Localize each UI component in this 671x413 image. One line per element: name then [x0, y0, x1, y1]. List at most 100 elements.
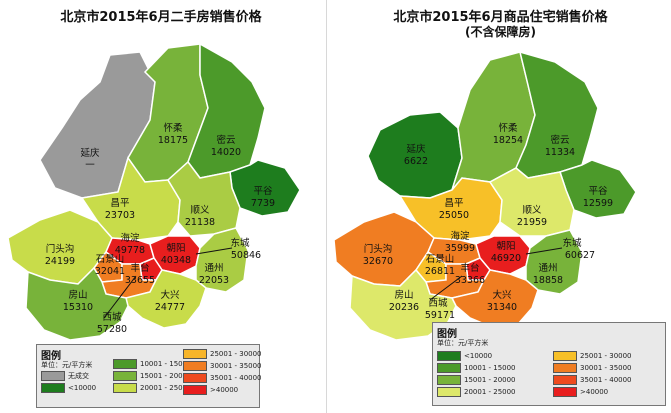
legend-swatch [437, 351, 461, 361]
haidian-value: 49778 [115, 245, 145, 256]
legend-unit: 单位：元/平方米 [437, 339, 489, 347]
district-fangshan [25, 266, 129, 341]
legend-swatch [113, 359, 137, 369]
legend-swatch [113, 371, 137, 381]
haidian-value: 35999 [445, 243, 475, 254]
huairou-name: 怀柔 [498, 122, 518, 134]
miyun-name: 密云 [550, 134, 569, 146]
legend-item: 30001 - 35000 [553, 363, 632, 373]
panel-divider [326, 0, 327, 413]
legend-swatch [113, 383, 137, 393]
mentougou-value: 32670 [363, 256, 393, 267]
changping-name: 昌平 [444, 198, 464, 209]
new-home-district-map: 延庆 6622 怀柔 18254 密云 11334 平谷 12599 昌平 25… [333, 50, 637, 341]
dongcheng-name: 东城 [562, 237, 582, 249]
shijingshan-name: 石景山 [426, 254, 455, 265]
legend-swatch [437, 387, 461, 397]
daxing-name: 大兴 [492, 289, 511, 301]
legend-swatch [183, 373, 207, 383]
secondhand-district-map: 延庆 一 怀柔 18175 密云 14020 平谷 7739 昌平 23703 … [7, 42, 301, 341]
legend-item: 30001 - 35000 [183, 361, 262, 371]
fengtai-name: 丰台 [460, 262, 479, 274]
legend-swatch [183, 361, 207, 371]
legend-item: 25001 - 30000 [183, 349, 262, 359]
map-legend: 图例 单位：元/平方米 无成交 <10000 10001 - 15000 150… [36, 344, 262, 408]
mentougou-value: 24199 [45, 256, 75, 267]
legend-item: 35001 - 40000 [183, 373, 262, 383]
xicheng-leader-line [429, 275, 463, 301]
haidian-name: 海淀 [120, 232, 140, 244]
legend-item: <10000 [41, 383, 96, 393]
legend-item: 35001 - 40000 [553, 375, 632, 385]
tongzhou-name: 通州 [204, 263, 223, 274]
pinggu-value: 7739 [251, 198, 275, 209]
legend-swatch [553, 351, 577, 361]
legend-swatch [553, 375, 577, 385]
dongcheng-leader-line [525, 247, 563, 255]
shijingshan-name: 石景山 [96, 254, 125, 265]
miyun-value: 14020 [211, 147, 241, 158]
tongzhou-value: 18858 [533, 275, 563, 286]
daxing-value: 31340 [487, 302, 517, 313]
legend-item: >40000 [553, 387, 608, 397]
xicheng-value: 57280 [97, 324, 127, 335]
miyun-value: 11334 [545, 147, 575, 158]
yanqing-value: 一 [85, 160, 95, 171]
map-title: 北京市2015年6月商品住宅销售价格 [393, 10, 608, 25]
new-home-price-map-panel: 北京市2015年6月商品住宅销售价格 (不含保障房) 延庆 6622 怀柔 18… [330, 0, 671, 413]
haidian-name: 海淀 [450, 230, 470, 242]
shunyi-value: 21959 [517, 217, 547, 228]
legend-swatch [553, 387, 577, 397]
yanqing-value: 6622 [404, 156, 428, 167]
legend-item: >40000 [183, 385, 238, 395]
legend-swatch [183, 385, 207, 395]
legend-item: 10001 - 15000 [113, 359, 192, 369]
xicheng-name: 西城 [428, 298, 448, 309]
legend-item: 20001 - 25000 [437, 387, 516, 397]
map-legend: 图例 单位：元/平方米 <10000 10001 - 15000 15001 -… [432, 322, 666, 406]
pinggu-name: 平谷 [253, 186, 273, 197]
dongcheng-value: 50846 [231, 250, 261, 261]
legend-item: 10001 - 15000 [437, 363, 516, 373]
huairou-value: 18254 [493, 135, 523, 146]
tongzhou-name: 通州 [538, 263, 557, 274]
legend-item: 20001 - 25000 [113, 383, 192, 393]
daxing-name: 大兴 [160, 289, 179, 301]
legend-swatch [437, 363, 461, 373]
legend-title: 图例 [41, 351, 61, 362]
changping-name: 昌平 [110, 198, 130, 209]
shunyi-name: 顺义 [522, 205, 542, 216]
legend-swatch [437, 375, 461, 385]
dongcheng-name: 东城 [230, 237, 250, 249]
dongcheng-leader-line [195, 247, 233, 255]
shunyi-name: 顺义 [190, 205, 210, 216]
secondhand-price-map-panel: 北京市2015年6月二手房销售价格 延庆 一 怀柔 18175 密云 14020… [0, 0, 322, 413]
fangshan-name: 房山 [68, 289, 87, 301]
yanqing-name: 延庆 [80, 147, 100, 159]
daxing-value: 24777 [155, 302, 185, 313]
legend-title: 图例 [437, 329, 457, 340]
tongzhou-value: 22053 [199, 275, 229, 286]
legend-item: 15001 - 20000 [113, 371, 192, 381]
pinggu-name: 平谷 [588, 186, 608, 197]
fangshan-value: 20236 [389, 302, 419, 313]
map-subtitle: (不含保障房) [465, 25, 536, 39]
fangshan-value: 15310 [63, 302, 93, 313]
district-yanqing [367, 111, 463, 199]
xicheng-name: 西城 [102, 312, 122, 323]
fengtai-value: 33655 [125, 275, 155, 286]
miyun-name: 密云 [216, 134, 235, 146]
legend-swatch [41, 383, 65, 393]
fangshan-name: 房山 [394, 289, 413, 301]
legend-item: 无成交 [41, 371, 89, 381]
pinggu-value: 12599 [583, 198, 613, 209]
mentougou-name: 门头沟 [364, 243, 393, 255]
legend-swatch [553, 363, 577, 373]
chaoyang-name: 朝阳 [496, 241, 515, 252]
chaoyang-value: 46920 [491, 253, 521, 264]
changping-value: 25050 [439, 210, 469, 221]
shunyi-value: 21138 [185, 217, 215, 228]
legend-swatch [183, 349, 207, 359]
fengtai-name: 丰台 [130, 262, 149, 274]
mentougou-name: 门头沟 [46, 243, 75, 255]
